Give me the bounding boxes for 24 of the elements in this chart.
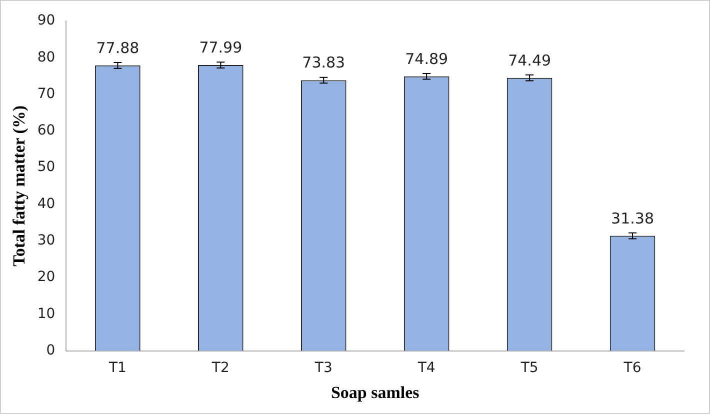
y-tick-label: 90	[37, 12, 56, 29]
x-tick-label: T1	[108, 360, 126, 376]
y-tick-label: 60	[37, 122, 56, 139]
y-tick-label: 30	[37, 232, 56, 249]
y-tick-label: 70	[37, 86, 56, 102]
y-tick-label: 10	[37, 306, 56, 322]
y-tick-label: 80	[37, 49, 56, 66]
data-label: 77.88	[96, 38, 140, 57]
data-label: 77.99	[199, 38, 242, 56]
y-tick-label: 50	[37, 159, 56, 176]
y-tick-label: 20	[37, 269, 56, 286]
y-tick-label: 40	[37, 196, 56, 212]
y-axis-title: Total fatty matter (%)	[10, 105, 29, 266]
x-tick-label: T5	[520, 360, 538, 376]
data-label: 73.83	[302, 54, 346, 72]
y-tick-label: 0	[46, 342, 56, 358]
x-tick-label: T3	[314, 360, 332, 376]
x-tick-label: T6	[622, 360, 642, 376]
x-axis-title: Soap samles	[330, 383, 420, 402]
x-tick-label: T4	[416, 360, 436, 376]
x-tick-label: T2	[210, 360, 230, 376]
data-label: 74.89	[405, 50, 448, 68]
data-label: 31.38	[611, 209, 654, 228]
data-label: 74.49	[508, 51, 552, 70]
